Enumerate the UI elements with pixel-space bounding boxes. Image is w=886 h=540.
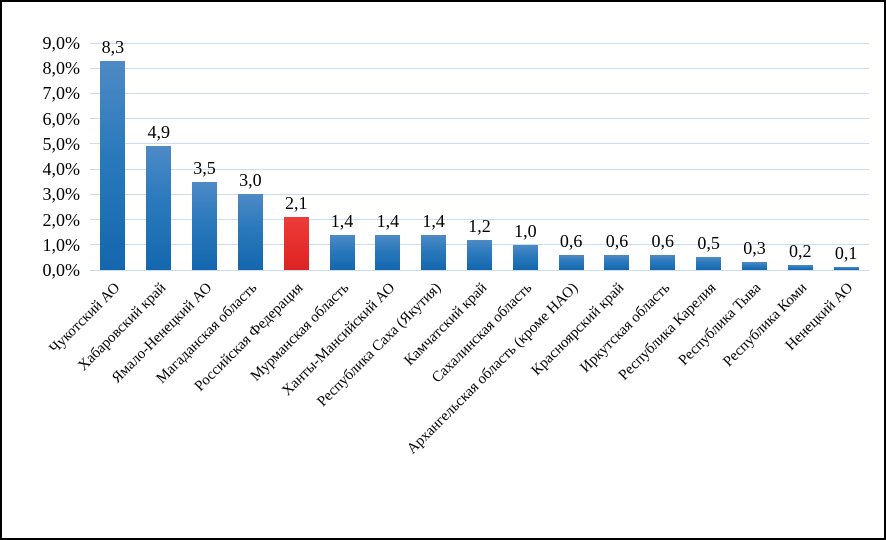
bar-value-label: 1,4 [376, 210, 400, 231]
y-axis-tick-label: 5,0% [42, 133, 81, 154]
gridline [90, 168, 869, 170]
bar [146, 146, 172, 270]
bar-value-label: 8,3 [101, 36, 125, 57]
bar [421, 234, 447, 270]
gridline [90, 67, 869, 69]
bar [512, 244, 538, 270]
y-axis-tick-label: 2,0% [42, 209, 81, 230]
bar-value-label: 4,9 [147, 122, 170, 143]
bar-value-label: 0,2 [789, 240, 812, 261]
gridline [90, 269, 869, 271]
x-axis-category-label: Республика Тыва [676, 280, 765, 369]
bar [558, 254, 584, 270]
bar [833, 267, 859, 270]
x-axis-category-label: Камчатский край [400, 280, 490, 369]
bar-value-label: 0,6 [651, 230, 675, 251]
bar-value-label: 0,6 [559, 230, 583, 251]
y-axis-tick-label: 7,0% [42, 83, 81, 104]
y-axis-tick-label: 3,0% [42, 184, 81, 205]
bar [604, 254, 630, 270]
bar-value-label: 0,6 [605, 230, 629, 251]
bar [329, 234, 355, 270]
bar-value-label: 3,5 [193, 157, 216, 178]
bar [696, 257, 722, 270]
bar [741, 262, 767, 270]
bar [650, 254, 676, 270]
y-axis-tick-label: 0,0% [42, 260, 81, 280]
bar-highlighted [283, 217, 309, 270]
bar-value-label: 1,4 [330, 210, 354, 231]
y-axis-tick-label: 9,0% [42, 33, 81, 53]
bar [192, 181, 218, 270]
bar-value-label: 0,1 [834, 243, 858, 264]
x-axis-category-label: Архангельская область (кроме НАО) [404, 280, 582, 458]
bar [467, 239, 492, 270]
bar-value-label: 3,0 [239, 170, 262, 191]
bar-value-label: 1,4 [422, 210, 445, 231]
gridline [90, 193, 869, 195]
bar [237, 194, 263, 270]
y-axis-tick-label: 4,0% [42, 159, 81, 180]
bar-value-label: 0,3 [743, 238, 766, 259]
gridline [90, 118, 869, 120]
gridline [90, 219, 869, 221]
bar-value-label: 0,5 [697, 233, 720, 254]
gridline [90, 42, 869, 44]
bar-value-label: 1,2 [468, 215, 491, 236]
bar [100, 60, 126, 270]
gridline [90, 143, 869, 145]
bar [787, 264, 813, 270]
bar-value-label: 2,1 [284, 193, 308, 214]
bar-value-label: 1,0 [514, 220, 537, 241]
y-axis-tick-label: 6,0% [42, 108, 81, 129]
gridline [90, 92, 869, 94]
bar [375, 234, 401, 270]
y-axis-tick-label: 8,0% [42, 58, 81, 79]
y-axis-tick-label: 1,0% [42, 234, 81, 255]
